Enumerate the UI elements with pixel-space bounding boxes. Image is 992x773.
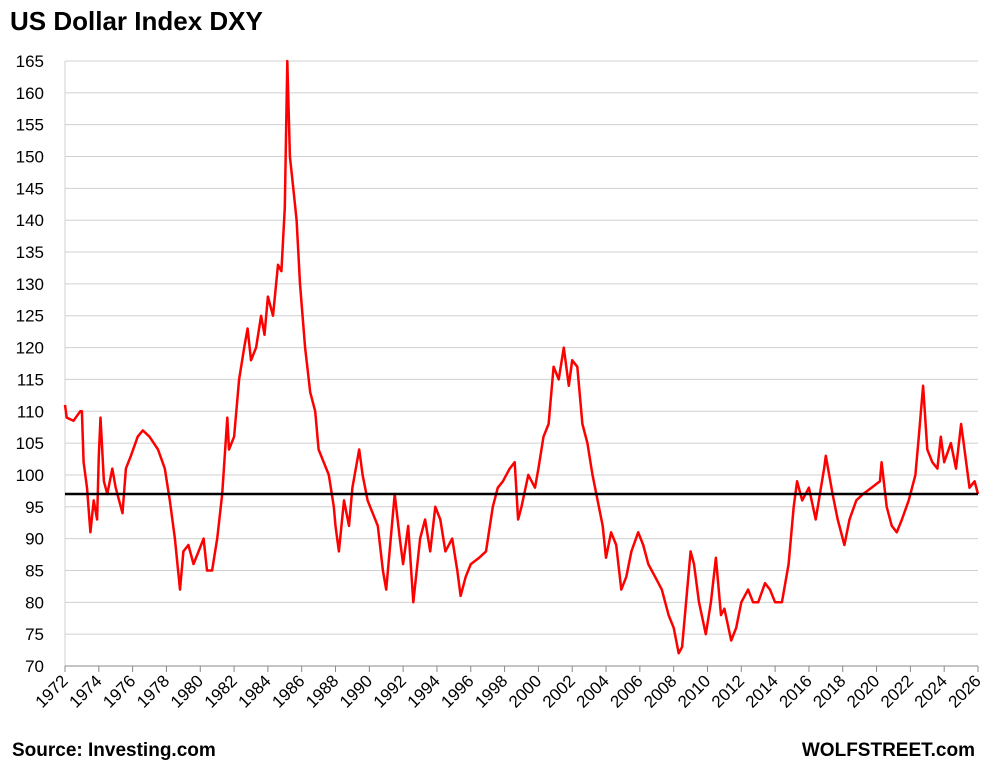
y-tick-label: 165 (16, 52, 44, 71)
x-tick-label: 1998 (471, 671, 511, 711)
x-tick-label: 2022 (877, 671, 917, 711)
y-tick-label: 130 (16, 275, 44, 294)
x-tick-label: 2020 (843, 671, 883, 711)
y-tick-label: 115 (17, 370, 44, 389)
x-tick-label: 1986 (268, 671, 308, 711)
y-tick-label: 85 (25, 561, 44, 580)
x-tick-label: 2012 (708, 671, 748, 711)
y-tick-label: 160 (16, 84, 44, 103)
y-tick-label: 100 (16, 466, 44, 485)
x-tick-label: 2006 (606, 671, 646, 711)
x-tick-label: 1982 (201, 671, 241, 711)
x-tick-label: 1996 (437, 671, 477, 711)
y-tick-label: 145 (16, 179, 44, 198)
y-tick-label: 150 (16, 148, 44, 167)
y-tick-label: 140 (16, 211, 44, 230)
y-tick-label: 155 (16, 116, 44, 135)
x-tick-label: 1974 (65, 671, 105, 711)
x-tick-label: 1992 (370, 671, 410, 711)
y-tick-label: 120 (16, 339, 44, 358)
x-tick-label: 2000 (505, 671, 545, 711)
chart-title: US Dollar Index DXY (10, 6, 263, 36)
x-tick-label: 2026 (945, 671, 985, 711)
y-tick-label: 80 (25, 593, 44, 612)
x-tick-label: 2002 (539, 671, 579, 711)
x-tick-label: 1984 (235, 671, 275, 711)
y-tick-label: 95 (25, 498, 44, 517)
y-tick-label: 110 (17, 402, 44, 421)
x-tick-label: 1988 (302, 671, 342, 711)
line-series (63, 59, 980, 655)
x-tick-label: 1978 (133, 671, 173, 711)
x-tick-label: 2008 (640, 671, 680, 711)
source: Source: Investing.com (12, 740, 216, 761)
x-tick-label: 1972 (32, 671, 72, 711)
x-tick-label: 1976 (99, 671, 139, 711)
y-tick-label: 125 (16, 307, 44, 326)
x-tick-label: 2016 (776, 671, 816, 711)
y-tick-label: 70 (25, 657, 44, 676)
x-tick-label: 2014 (742, 671, 782, 711)
credit: WOLFSTREET.com (802, 740, 975, 761)
x-tick-label: 1994 (404, 671, 444, 711)
x-tick-label: 2004 (573, 671, 613, 711)
y-tick-label: 75 (25, 625, 44, 644)
y-tick-label: 135 (16, 243, 44, 262)
y-tick-label: 105 (16, 434, 44, 453)
x-tick-label: 2010 (674, 671, 714, 711)
x-tick-label: 2024 (911, 671, 951, 711)
y-tick-label: 90 (25, 530, 44, 549)
x-tick-label: 1980 (167, 671, 207, 711)
x-tick-label: 1990 (336, 671, 376, 711)
x-tick-label: 2018 (809, 671, 849, 711)
